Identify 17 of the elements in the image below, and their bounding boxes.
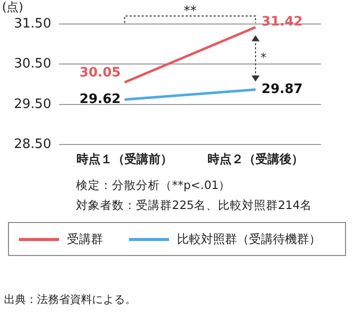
y-tick-label: 29.50	[14, 96, 52, 112]
data-label: 30.05	[80, 66, 121, 81]
y-tick-label: 31.50	[14, 16, 52, 32]
y-tick-label: 28.50	[14, 136, 52, 152]
y-axis-title: (点)	[2, 0, 24, 14]
data-label: 29.87	[262, 82, 303, 97]
text: 対象者数：受講群225名、比較対照群214名	[76, 198, 312, 213]
x-tick-label: 時点１（受講前）	[76, 152, 173, 166]
x-tick-label: 時点２（受講後）	[208, 152, 304, 166]
legend-label: 受講群	[67, 230, 103, 248]
text: **	[184, 4, 198, 19]
source-note: 出典：法務省資料による。	[4, 292, 136, 307]
legend-label: 比較対照群（受講待機群）	[177, 230, 321, 248]
data-label: 29.62	[80, 92, 121, 107]
annotation: *	[260, 50, 267, 64]
text: 検定：分散分析（**p<.01）	[76, 178, 231, 193]
y-tick-label: 30.50	[14, 56, 52, 72]
